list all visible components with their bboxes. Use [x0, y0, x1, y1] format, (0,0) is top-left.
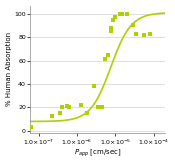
Point — [109, 30, 112, 33]
Point — [50, 114, 53, 117]
Y-axis label: % Human Absorption: % Human Absorption — [6, 32, 12, 106]
Point — [93, 85, 96, 88]
Point — [126, 12, 128, 15]
Point — [135, 32, 138, 35]
Point — [110, 27, 113, 29]
Point — [97, 106, 99, 109]
Point — [114, 16, 117, 19]
Point — [142, 33, 145, 36]
Point — [66, 105, 68, 108]
Point — [118, 12, 121, 15]
X-axis label: $\mathit{P}_{\mathit{app}}$ [cm/sec]: $\mathit{P}_{\mathit{app}}$ [cm/sec] — [74, 148, 122, 159]
Point — [30, 126, 33, 129]
Point — [107, 53, 110, 56]
Point — [80, 104, 83, 106]
Point — [111, 18, 114, 21]
Point — [101, 106, 103, 109]
Point — [149, 32, 152, 35]
Point — [60, 106, 63, 109]
Point — [85, 112, 88, 115]
Point — [131, 24, 134, 27]
Point — [104, 58, 107, 61]
Point — [121, 12, 124, 15]
Point — [58, 112, 61, 115]
Point — [67, 106, 70, 109]
